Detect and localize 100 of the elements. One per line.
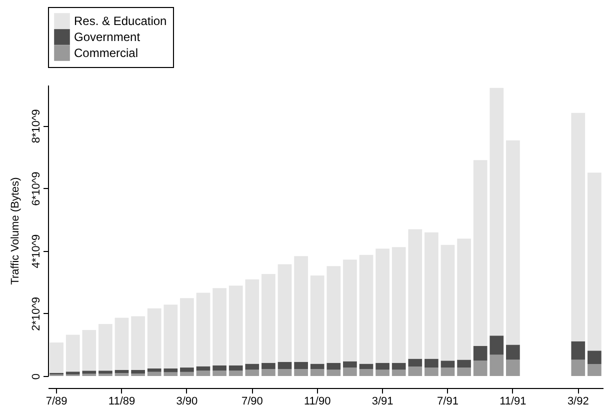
bar: [376, 248, 390, 363]
legend-label: Commercial: [74, 46, 138, 60]
bar: [473, 346, 488, 361]
bar: [490, 88, 504, 336]
bar: [294, 369, 308, 376]
bar: [424, 358, 438, 368]
bar: [359, 254, 374, 364]
bar: [180, 372, 194, 376]
bar: [343, 368, 357, 376]
bar: [326, 370, 341, 376]
x-tick-label: 11/89: [108, 396, 136, 408]
bar: [392, 362, 406, 370]
bar: [359, 364, 374, 370]
bar: [588, 350, 602, 364]
bar: [278, 264, 292, 362]
bar: [82, 370, 96, 374]
bar: [245, 279, 260, 364]
x-tick-label: 11/90: [304, 396, 331, 408]
bar: [196, 292, 210, 366]
bar: [50, 342, 64, 373]
x-tick-label: 7/90: [241, 396, 263, 408]
bar: [392, 370, 406, 376]
x-tick-label: 7/91: [437, 396, 458, 408]
bar: [131, 316, 145, 370]
bar: [147, 368, 162, 372]
bar: [310, 364, 324, 370]
x-tick-label: 11/91: [500, 396, 526, 408]
legend-label: Government: [74, 30, 141, 44]
y-tick-label: 8*10^9: [30, 109, 42, 144]
bar: [457, 360, 471, 368]
bar: [376, 362, 390, 370]
bar: [490, 336, 504, 355]
y-tick-label: 2*10^9: [30, 296, 42, 331]
bar: [278, 362, 292, 370]
bar: [164, 304, 178, 368]
bar: [262, 274, 276, 363]
bar: [212, 370, 226, 376]
bar: [376, 370, 390, 376]
bar: [408, 229, 422, 359]
bar: [245, 364, 260, 370]
bar: [164, 372, 178, 376]
bar: [392, 247, 406, 363]
bar: [310, 369, 324, 376]
bar: [571, 360, 586, 376]
y-tick-label: 6*10^9: [30, 172, 42, 206]
bar: [588, 172, 602, 351]
bar: [82, 330, 96, 371]
bar: [131, 370, 145, 374]
bar: [98, 370, 112, 374]
bar: [228, 370, 243, 376]
bar: [506, 140, 520, 345]
bar: [131, 373, 145, 376]
bar: [294, 256, 308, 362]
bar: [440, 360, 455, 368]
x-tick-label: 3/92: [567, 396, 589, 408]
bar: [294, 362, 308, 370]
bar: [424, 232, 438, 359]
legend-label: Res. & Education: [74, 14, 167, 28]
bar: [310, 276, 324, 364]
bar: [424, 368, 438, 376]
y-tick-label: 4*10^9: [30, 234, 42, 268]
bar: [147, 308, 162, 368]
bar: [457, 238, 471, 360]
bar: [114, 370, 129, 374]
bar: [228, 365, 243, 371]
bar: [196, 370, 210, 376]
bar: [343, 260, 357, 362]
bar: [359, 369, 374, 376]
bar: [278, 369, 292, 376]
bar: [343, 361, 357, 368]
bar: [262, 369, 276, 376]
y-tick-label: 0: [30, 373, 42, 380]
bar: [326, 362, 341, 370]
x-tick-label: 3/91: [372, 396, 394, 408]
bar: [440, 244, 455, 361]
bar: [180, 298, 194, 368]
x-tick-label: 3/90: [176, 396, 198, 408]
bar: [408, 366, 422, 376]
bar: [66, 372, 80, 374]
bar: [473, 360, 488, 376]
bar: [440, 368, 455, 376]
bar: [326, 266, 341, 363]
bar: [571, 112, 586, 342]
bar: [212, 288, 226, 366]
bar: [114, 373, 129, 376]
bar: [164, 368, 178, 372]
bar: [114, 318, 129, 370]
bar: [588, 364, 602, 376]
bar: [408, 358, 422, 367]
bar: [98, 324, 112, 371]
x-tick-label: 7/89: [46, 396, 68, 408]
bar: [147, 372, 162, 376]
y-axis-title: Traffic Volume (Bytes): [10, 177, 22, 285]
bar: [571, 341, 586, 360]
bar: [490, 354, 504, 376]
bar: [66, 334, 80, 372]
bar: [473, 160, 488, 346]
bar: [228, 286, 243, 366]
bar: [212, 365, 226, 371]
bar: [506, 360, 520, 376]
